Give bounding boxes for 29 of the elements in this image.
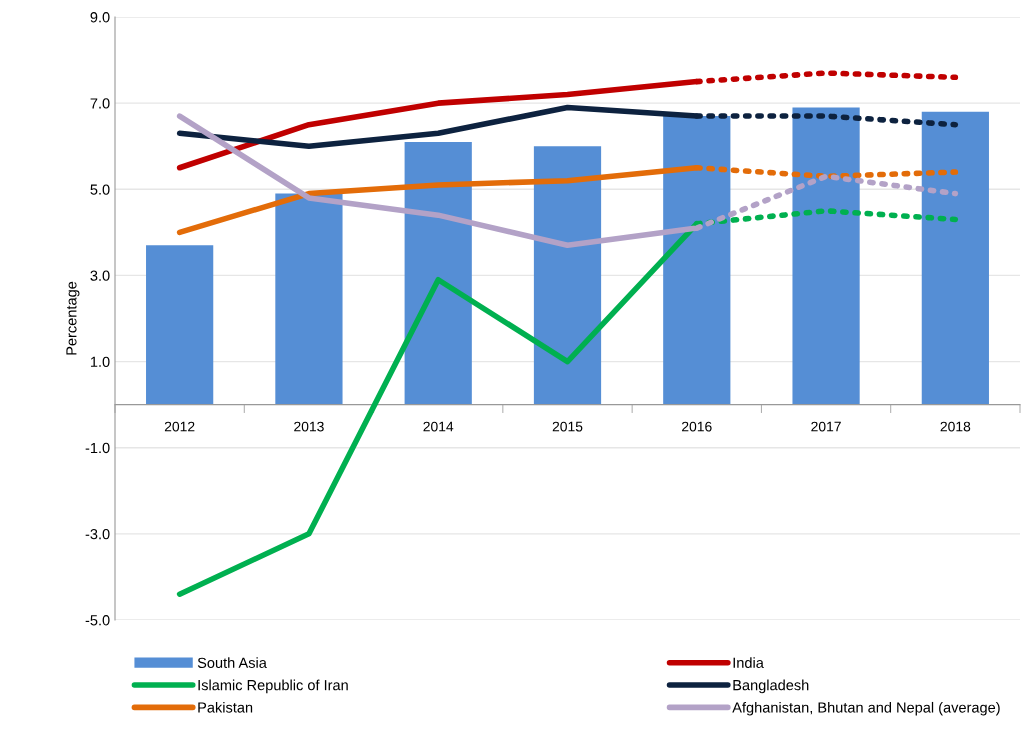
legend-label: Pakistan bbox=[198, 701, 253, 713]
x-tick-label: 2015 bbox=[552, 421, 583, 432]
x-tick-label: 2012 bbox=[164, 421, 195, 432]
bar bbox=[533, 146, 602, 405]
x-tick-label: 2017 bbox=[811, 421, 841, 432]
bar bbox=[404, 141, 472, 405]
y-tick-label: -1.0 bbox=[85, 442, 110, 454]
x-tick-label: 2014 bbox=[423, 421, 454, 432]
x-tick-label: 2018 bbox=[940, 421, 971, 432]
y-tick-label: -3.0 bbox=[85, 528, 110, 540]
bar bbox=[921, 111, 989, 405]
y-tick-label: 7.0 bbox=[90, 98, 110, 109]
y-tick-label: 1.0 bbox=[90, 356, 110, 367]
y-tick-label: -5.0 bbox=[85, 615, 110, 626]
legend-label: Bangladesh bbox=[733, 679, 809, 694]
legend-label: India bbox=[733, 657, 764, 668]
legend-label: South Asia bbox=[197, 657, 267, 668]
bar bbox=[792, 107, 860, 405]
legend-label: Afghanistan, Bhutan and Nepal (average) bbox=[732, 701, 1000, 716]
x-tick-label: 2016 bbox=[682, 421, 712, 432]
y-axis-title: Percentage bbox=[66, 281, 80, 355]
y-tick-label: 9.0 bbox=[90, 12, 110, 23]
x-tick-label: 2013 bbox=[294, 421, 324, 432]
legend-label: Islamic Republic of Iran bbox=[198, 679, 348, 694]
y-tick-label: 3.0 bbox=[90, 270, 110, 281]
bar bbox=[146, 245, 214, 405]
bar bbox=[275, 193, 343, 405]
bar bbox=[663, 116, 731, 405]
y-tick-label: 5.0 bbox=[90, 184, 110, 195]
